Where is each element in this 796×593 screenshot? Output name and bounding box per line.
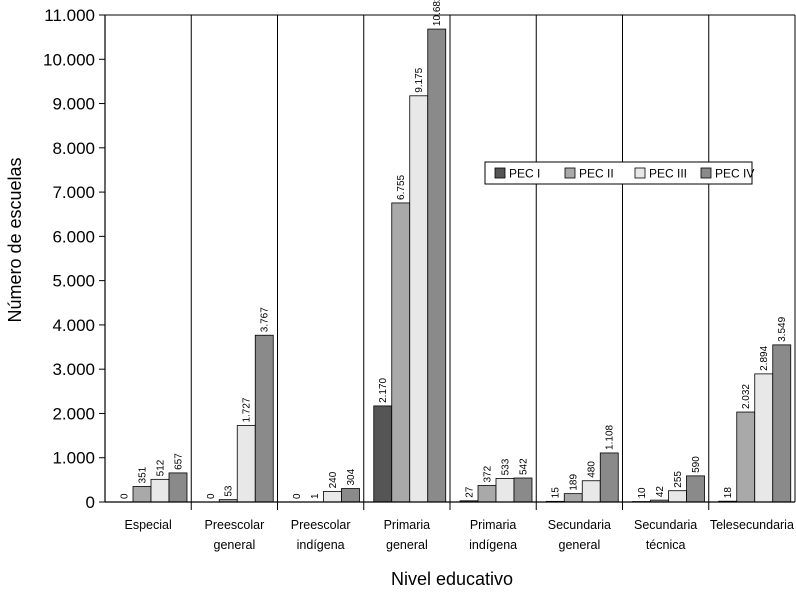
y-tick-label: 10.000 [43,50,95,69]
x-axis-title: Nivel educativo [391,569,513,589]
bar [254,334,274,503]
bar-value-label: 240 [328,471,339,488]
bar-value-label: 27 [465,486,476,498]
y-tick-label: 11.000 [44,6,95,25]
category-label: general [386,538,428,552]
legend-label: PEC I [509,167,540,181]
bar [168,472,188,503]
bar [236,425,256,503]
bar-value-label: 512 [156,459,167,476]
category-label: Preescolar [205,518,265,532]
bar-value-label: 657 [174,453,185,470]
bar-value-label: 0 [292,493,303,499]
bar-value-label: 1.727 [242,397,253,422]
bars-layer [132,28,792,503]
bar-value-label: 2.032 [741,384,752,409]
bar-value-label: 372 [483,465,494,482]
bar [477,485,497,503]
grid-layer [190,15,710,510]
category-label: general [214,538,256,552]
bar [668,490,687,503]
y-tick-label: 1.000 [52,449,95,468]
bar-value-label: 15 [551,487,562,499]
bar [563,493,583,503]
y-tick-label: 7.000 [52,183,95,202]
bar-value-label: 0 [120,493,131,499]
category-label: indígena [469,538,517,552]
ticks-layer: 0 1.000 2.000 3.000 4.000 5.000 6.000 7.000 8.00… [43,6,105,512]
y-tick-label: 5.000 [52,272,95,291]
bar-value-label: 2.894 [759,345,770,370]
bar-value-label: 6.755 [396,174,407,199]
bar-value-label: 1.108 [605,424,616,449]
bar [754,373,774,503]
bar [513,477,533,503]
bar-value-label: 1 [310,493,321,499]
bar-value-label: 9.175 [414,67,425,92]
category-label: Telesecundaria [710,518,794,532]
category-label: Secundaria [634,518,697,532]
bar [323,490,342,503]
legend-label: PEC III [649,167,687,181]
y-tick-label: 3.000 [52,360,95,379]
bar [373,405,393,503]
bar-value-label: 18 [723,487,734,499]
bar [736,411,756,503]
bar [772,344,792,503]
legend-box [484,161,753,185]
bar [132,486,152,503]
category-label: indígena [297,538,345,552]
legend: PEC I PEC II PEC III PEC IV [484,161,754,185]
legend-label: PEC II [579,167,614,181]
legend-swatch [564,167,576,179]
bar-value-label: 2.170 [378,377,389,402]
category-label: Preescolar [291,518,351,532]
category-label: Especial [125,518,172,532]
bar-value-label: 10 [637,487,648,499]
y-tick-label: 9.000 [52,95,95,114]
labels-layer: 0 351 512 657 0 53 1.727 3.767 0 1 240 304 2.170 6.75… [120,0,789,499]
legend-swatch [494,167,506,179]
legend-label: PEC IV [715,167,754,181]
bar [150,478,170,503]
category-label: técnica [646,538,686,552]
bar [581,480,601,503]
category-label: Primaria [384,518,431,532]
category-label: Secundaria [548,518,611,532]
y-tick-label: 8.000 [52,139,95,158]
y-tick-label: 0 [86,493,95,512]
bar-value-label: 590 [691,456,702,473]
bar-value-label: 189 [569,474,580,491]
bar-value-label: 3.767 [260,307,271,332]
bar-value-label: 533 [501,458,512,475]
bar [599,452,619,503]
legend-swatch [700,167,712,179]
cats-layer: Especial Preescolar general Preescolar indíg… [125,518,794,552]
axes-layer [104,14,796,503]
legend-swatch [634,167,646,179]
y-tick-label: 2.000 [52,404,95,423]
bar-value-label: 10.682 [432,0,443,26]
bar-value-label: 0 [206,493,217,499]
bar-value-label: 255 [673,471,684,488]
bar [495,478,515,503]
bar [686,475,705,503]
bar-value-label: 3.549 [777,316,788,341]
bar [409,95,429,503]
bar [427,28,447,503]
bar-value-label: 53 [224,485,235,497]
y-axis-title: Número de escuelas [5,157,25,322]
bar [391,202,411,503]
bar-value-label: 542 [519,458,530,475]
y-tick-label: 4.000 [52,316,95,335]
bar-value-label: 42 [655,486,666,498]
category-label: Primaria [470,518,517,532]
bar-value-label: 480 [587,461,598,478]
category-label: general [559,538,601,552]
bar [341,488,360,503]
y-tick-label: 6.000 [52,227,95,246]
bar-value-label: 351 [138,466,149,483]
bar-value-label: 304 [346,468,357,485]
